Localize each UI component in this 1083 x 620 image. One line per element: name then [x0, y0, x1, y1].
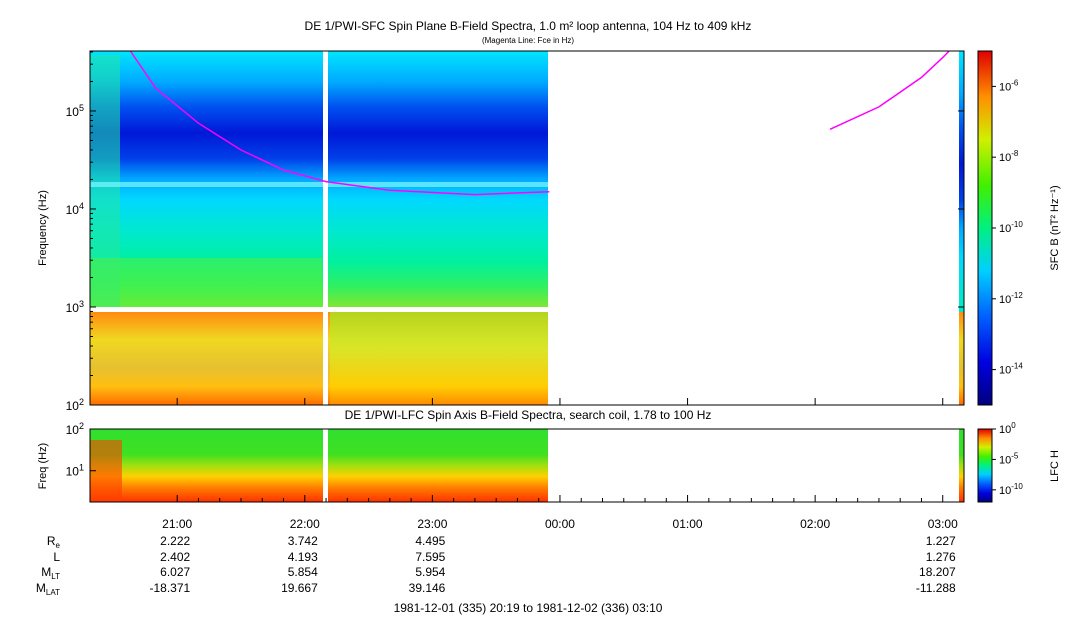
ephemeris-value: 7.595: [415, 550, 445, 564]
time-tick-label: 23:00: [417, 517, 447, 531]
sfc-y-tick-label: 102: [66, 397, 84, 413]
ephemeris-value: 1.227: [926, 534, 956, 548]
sfc-colorbar-tick-label: 10-12: [999, 291, 1023, 306]
ephemeris-row-label: Re: [47, 534, 61, 550]
lfc-band: [90, 429, 548, 502]
sfc-panel-frame: [89, 50, 965, 406]
lfc-panel-frame: [89, 428, 965, 503]
time-range-label: 1981-12-01 (335) 20:19 to 1981-12-02 (33…: [394, 601, 663, 615]
ephemeris-value: 5.954: [415, 565, 445, 579]
sfc-y-ticks: 102 103 104 105: [66, 51, 964, 413]
sfc-end-strip-low: [959, 312, 964, 405]
lfc-y-tick-label: 102: [66, 421, 84, 437]
sfc-colorbar-label: SFC B (nT² Hz⁻¹): [1049, 185, 1061, 270]
time-tick-label: 03:00: [928, 517, 958, 531]
ephemeris-value: 19.667: [281, 581, 318, 595]
ephemeris-value: 2.402: [160, 550, 190, 564]
sfc-y-tick-label: 105: [66, 103, 84, 119]
time-tick-label: 00:00: [545, 517, 575, 531]
lfc-y-axis-label: Freq (Hz): [37, 443, 49, 489]
ephemeris-value: 6.027: [160, 565, 190, 579]
lfc-colorbar: [977, 428, 993, 503]
ephemeris-value: 3.742: [288, 534, 318, 548]
lfc-y-ticks: 101 102: [66, 421, 96, 479]
sfc-colorbar-tick-label: 10-10: [999, 220, 1023, 235]
sfc-y-tick-label: 103: [66, 299, 84, 315]
ephemeris-value: 4.193: [288, 550, 318, 564]
sfc-colorbar-tick-label: 10-14: [999, 362, 1023, 377]
ephemeris-value: 18.207: [919, 565, 956, 579]
sfc-white-gap-band: [90, 307, 548, 312]
time-tick-label: 21:00: [162, 517, 192, 531]
lfc-colorbar-ticks: 10-10 10-5 100: [992, 421, 1023, 497]
fce-line-segment-1: [129, 50, 550, 196]
lfc-white-gap: [323, 429, 328, 502]
lfc-end-strip: [959, 429, 964, 502]
sfc-colorbar-ticks: 10-14 10-12 10-10 10-8 10-6: [992, 78, 1023, 377]
chart-title: DE 1/PWI-SFC Spin Plane B-Field Spectra,…: [305, 19, 752, 33]
time-tick-label: 22:00: [290, 517, 320, 531]
sfc-low-band-late: [330, 312, 548, 405]
sfc-y-axis-label: Frequency (Hz): [37, 190, 49, 266]
sfc-end-strip: [959, 51, 964, 405]
lfc-spectrogram: [90, 429, 964, 502]
sfc-colorbar-tick-label: 10-8: [999, 149, 1019, 164]
lfc-title: DE 1/PWI-LFC Spin Axis B-Field Spectra, …: [345, 408, 712, 422]
ephemeris-value: 4.495: [415, 534, 445, 548]
ephemeris-value: 2.222: [160, 534, 190, 548]
time-tick-label: 01:00: [673, 517, 703, 531]
sfc-colorbar-tick-label: 10-6: [999, 78, 1019, 93]
sfc-emission-band: [90, 182, 548, 187]
chart-subtitle: (Magenta Line: Fce in Hz): [482, 36, 574, 45]
ephemeris-value: -11.288: [916, 581, 956, 595]
ephemeris-row-label: MLAT: [36, 581, 60, 597]
fce-line-segment-2: [829, 50, 950, 130]
sfc-colorbar: [977, 50, 993, 406]
time-tick-label: 02:00: [800, 517, 830, 531]
sfc-spectrogram: [90, 51, 964, 405]
lfc-colorbar-tick-label: 10-5: [999, 451, 1019, 466]
lfc-y-tick-label: 101: [66, 463, 84, 479]
sfc-y-tick-label: 104: [66, 201, 84, 217]
time-axis-ticks: 21:00 22:00 23:00 00:00 01:00 02:00 03:00: [162, 398, 965, 531]
lfc-colorbar-tick-label: 100: [999, 421, 1016, 436]
lfc-colorbar-tick-label: 10-10: [999, 482, 1023, 497]
ephemeris-value: 5.854: [288, 565, 318, 579]
ephemeris-row-label: L: [53, 550, 60, 564]
ephemeris-value: 39.146: [409, 581, 446, 595]
ephemeris-value: -18.371: [149, 581, 190, 595]
ephemeris-row-label: MLT: [41, 565, 60, 581]
ephemeris-value: 1.276: [926, 550, 956, 564]
lfc-colorbar-label: LFC H: [1049, 450, 1061, 482]
sfc-white-gap-time: [323, 51, 328, 405]
sfc-lowfreq-green: [90, 258, 322, 307]
